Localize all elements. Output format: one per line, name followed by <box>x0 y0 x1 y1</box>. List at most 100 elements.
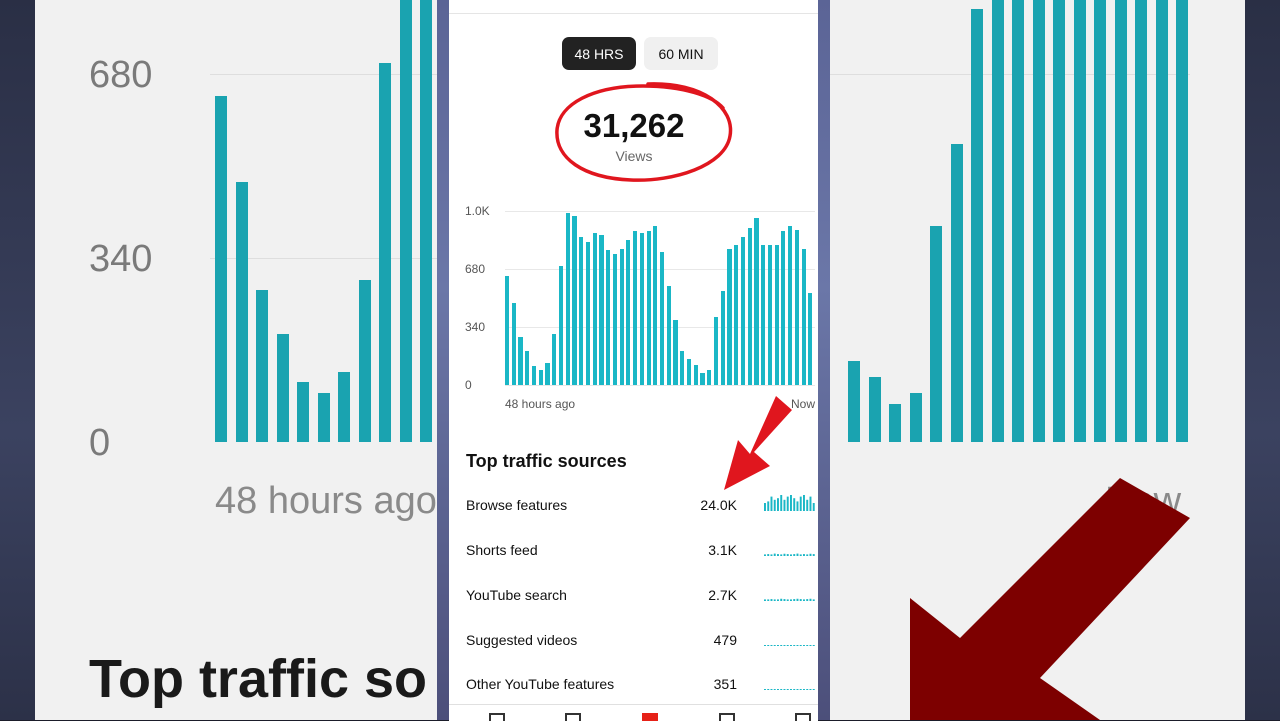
views-label: Views <box>615 148 653 164</box>
chart-bar <box>673 320 678 385</box>
sparkline-bar <box>790 554 792 556</box>
sparkline-bar <box>777 599 779 601</box>
y-tick-label: 340 <box>465 320 486 334</box>
chart-bar <box>740 236 746 385</box>
background-bar <box>338 371 350 442</box>
traffic-source-value: 479 <box>713 632 737 648</box>
sparkline-bar <box>783 553 786 556</box>
sparkline-bar <box>777 498 779 511</box>
sparkline-bar <box>770 554 773 556</box>
chart-bar <box>653 226 658 385</box>
sparkline-bar <box>793 599 796 601</box>
chart-bar <box>660 251 665 385</box>
traffic-source-name: Suggested videos <box>466 632 578 648</box>
background-bar <box>971 9 983 442</box>
background-bar <box>1094 0 1106 442</box>
background-section-title: Top traffic so <box>89 649 428 709</box>
background-bar <box>1053 0 1065 442</box>
sparkline-bar <box>796 689 799 690</box>
chart-bar <box>558 265 564 385</box>
chart-bar <box>639 233 644 385</box>
sparkline-bar <box>764 689 766 690</box>
traffic-source-value: 351 <box>713 676 737 692</box>
sparkline-bar <box>799 496 802 511</box>
chart-bar <box>626 240 631 385</box>
chart-bar <box>518 337 523 385</box>
chart-bar <box>619 248 624 385</box>
chart-bar <box>552 333 557 385</box>
chart-bar <box>680 350 685 385</box>
comments-icon[interactable] <box>719 713 735 721</box>
sparkline-bar <box>803 495 805 511</box>
sparkline-bar <box>780 554 783 556</box>
chart-bar <box>808 292 813 385</box>
sparkline-bar <box>809 553 812 556</box>
sparkline-bar <box>783 499 786 511</box>
traffic-source-row[interactable]: Other YouTube features 351 <box>466 672 816 696</box>
chart-bar <box>781 231 786 385</box>
chart-bar <box>592 233 597 385</box>
background-bar <box>848 360 860 442</box>
chart-bar <box>754 217 759 385</box>
sparkline-bar <box>770 599 773 601</box>
sparkline-bar <box>799 554 802 556</box>
chart-bar <box>599 234 604 385</box>
sparkline-bar <box>770 496 773 511</box>
sparkline-bar <box>812 689 815 690</box>
traffic-source-name: Browse features <box>466 497 568 513</box>
sparkline-bar <box>786 554 789 556</box>
traffic-source-row[interactable]: Browse features 24.0K <box>466 493 816 517</box>
background-chart-right: Now <box>830 0 1245 720</box>
traffic-sparkline <box>764 645 815 646</box>
background-bar <box>256 290 268 442</box>
sparkline-bar <box>803 645 805 646</box>
sparkline-bar <box>809 496 812 511</box>
sparkline-bar <box>790 689 792 690</box>
traffic-source-row[interactable]: Shorts feed 3.1K <box>466 538 816 562</box>
sparkline-bar <box>793 554 796 556</box>
tab-48-hrs[interactable]: 48 HRS <box>562 37 636 70</box>
content-icon[interactable] <box>565 713 581 721</box>
traffic-source-name: Shorts feed <box>466 542 538 558</box>
background-edge-right <box>1245 0 1280 720</box>
traffic-source-name: Other YouTube features <box>466 676 615 692</box>
sparkline-bar <box>786 689 789 690</box>
bottom-nav <box>449 704 818 721</box>
chart-bar <box>545 362 550 385</box>
chart-bar <box>761 245 766 385</box>
sparkline-bar <box>767 501 770 511</box>
sparkline-bar <box>764 503 766 511</box>
sparkline-bar <box>806 554 809 556</box>
traffic-source-value: 3.1K <box>708 542 737 558</box>
sparkline-bar <box>793 498 796 511</box>
background-bar <box>379 63 391 442</box>
background-bar <box>399 0 412 442</box>
background-bar <box>235 182 248 442</box>
sparkline-bar <box>780 598 783 601</box>
chart-bar <box>774 245 779 385</box>
sparkline-bar <box>796 553 799 556</box>
sparkline-bar <box>783 599 786 601</box>
y-tick-label: 680 <box>465 262 486 276</box>
earn-icon[interactable] <box>795 713 811 721</box>
analytics-icon[interactable] <box>642 713 658 721</box>
sparkline-bar <box>780 645 783 646</box>
sparkline-bar <box>764 645 766 646</box>
traffic-source-row[interactable]: Suggested videos 479 <box>466 628 816 652</box>
phone-frame: 48 HRS 60 MIN 31,262 Views 1.0K 680 340 … <box>437 0 830 721</box>
dashboard-icon[interactable] <box>489 713 505 721</box>
highlight-circle <box>555 82 733 182</box>
sparkline-bar <box>777 554 779 556</box>
traffic-source-row[interactable]: YouTube search 2.7K <box>466 583 816 607</box>
background-chart-left: 680 340 0 48 hours ago Top traffic so <box>35 0 447 720</box>
chart-bar <box>801 248 806 385</box>
sparkline-bar <box>799 599 802 601</box>
tab-60-min[interactable]: 60 MIN <box>644 37 718 70</box>
traffic-source-value: 2.7K <box>708 587 737 603</box>
background-gridline <box>210 74 447 75</box>
x-start-label: 48 hours ago <box>505 397 576 411</box>
background-bar <box>276 333 289 442</box>
background-bar <box>868 377 881 442</box>
sparkline-bar <box>780 495 783 511</box>
